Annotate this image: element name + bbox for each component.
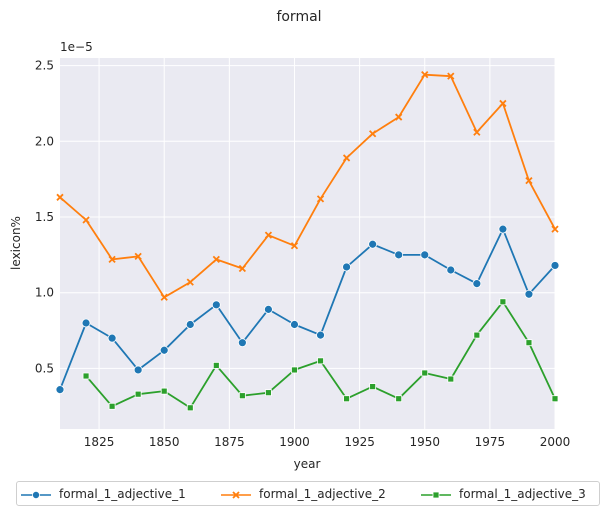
data-point — [108, 255, 116, 264]
data-point — [81, 318, 91, 328]
legend-swatch-series-3 — [421, 491, 451, 498]
data-point — [186, 278, 194, 286]
data-point — [264, 304, 273, 314]
data-point — [264, 231, 273, 239]
data-point — [56, 193, 64, 201]
data-point — [134, 390, 142, 398]
data-point — [369, 383, 377, 391]
data-point — [395, 113, 403, 121]
line-chart: formal 1825 1850 1875 1900 1925 1950 1975 2000 … — [9, 9, 570, 471]
data-point — [82, 372, 90, 380]
data-point — [316, 330, 325, 340]
data-point — [212, 361, 220, 369]
data-point — [473, 331, 481, 339]
y-multiplier-label: 1e−5 — [60, 40, 93, 54]
series-2 — [56, 71, 559, 301]
x-tick-label: 1900 — [279, 435, 310, 449]
data-point — [525, 177, 533, 185]
series-line — [59, 73, 556, 299]
data-point — [238, 264, 247, 273]
legend-label-series-3: formal_1_adjective_3 — [459, 487, 586, 501]
data-point — [446, 265, 456, 275]
data-point — [159, 345, 169, 355]
x-tick-label: 1825 — [84, 435, 115, 449]
x-tick-label: 1850 — [149, 435, 180, 449]
y-axis-label: lexicon% — [9, 216, 23, 270]
data-point — [525, 339, 533, 347]
chart-legend: formal_1_adjective_1 formal_1_adjective_… — [16, 481, 600, 506]
plot-area — [60, 58, 555, 429]
x-tick-label: 1925 — [344, 435, 375, 449]
data-point — [211, 300, 221, 310]
series-layer — [55, 71, 560, 412]
legend-swatch-series-1 — [21, 490, 51, 499]
series-line — [59, 228, 556, 390]
data-point — [290, 320, 299, 329]
data-point — [342, 154, 351, 162]
data-point — [133, 365, 143, 375]
legend-label-series-2: formal_1_adjective_2 — [259, 487, 386, 501]
data-point — [317, 357, 324, 365]
y-tick-label: 1.0 — [35, 286, 54, 300]
data-point — [524, 289, 534, 299]
chart-title: formal — [276, 9, 321, 25]
legend-item-series-1: formal_1_adjective_1 — [21, 486, 186, 502]
data-point — [421, 369, 429, 377]
series-1 — [55, 224, 560, 395]
data-point — [290, 242, 299, 250]
legend-swatch-series-2 — [221, 490, 251, 499]
data-point — [55, 385, 65, 395]
data-point — [185, 320, 195, 329]
x-tick-labels: 1825 1850 1875 1900 1925 1950 1975 2000 — [84, 435, 570, 449]
data-point — [551, 395, 559, 403]
data-point — [316, 195, 325, 203]
data-point — [134, 252, 142, 261]
data-point — [160, 387, 168, 395]
data-point — [108, 402, 116, 410]
data-point — [550, 261, 560, 270]
legend-item-series-2: formal_1_adjective_2 — [221, 486, 386, 502]
x-axis-label: year — [294, 457, 321, 471]
data-point — [499, 99, 507, 108]
data-point — [237, 338, 247, 348]
data-point — [421, 71, 429, 79]
data-point — [499, 298, 507, 306]
x-tick-label: 1975 — [475, 435, 506, 449]
series-3 — [82, 298, 559, 412]
y-tick-label: 2.5 — [35, 59, 54, 73]
y-tick-label: 1.5 — [35, 210, 54, 224]
data-point — [498, 224, 508, 234]
data-point — [551, 225, 559, 233]
data-point — [291, 366, 298, 374]
grid-lines — [60, 58, 556, 429]
legend-label-series-1: formal_1_adjective_1 — [59, 487, 186, 501]
y-tick-label: 0.5 — [35, 361, 54, 375]
data-point — [238, 392, 246, 400]
data-point — [343, 395, 350, 403]
x-tick-label: 1950 — [409, 435, 440, 449]
data-point — [447, 72, 455, 80]
x-tick-label: 2000 — [540, 435, 571, 449]
data-point — [473, 128, 481, 136]
y-tick-labels: 0.5 1.0 1.5 2.0 2.5 — [35, 59, 54, 376]
data-point — [342, 262, 351, 272]
data-point — [394, 250, 404, 260]
legend-item-series-3: formal_1_adjective_3 — [421, 486, 586, 502]
data-point — [447, 375, 455, 383]
data-point — [186, 404, 194, 412]
data-point — [107, 333, 117, 343]
data-point — [212, 255, 220, 264]
data-point — [160, 293, 168, 301]
data-point — [368, 130, 377, 138]
x-tick-label: 1875 — [214, 435, 245, 449]
data-point — [395, 395, 403, 403]
y-tick-label: 2.0 — [35, 134, 54, 148]
data-point — [420, 250, 430, 260]
data-point — [472, 279, 482, 289]
data-point — [368, 239, 378, 249]
data-point — [265, 389, 272, 397]
data-point — [82, 216, 90, 224]
